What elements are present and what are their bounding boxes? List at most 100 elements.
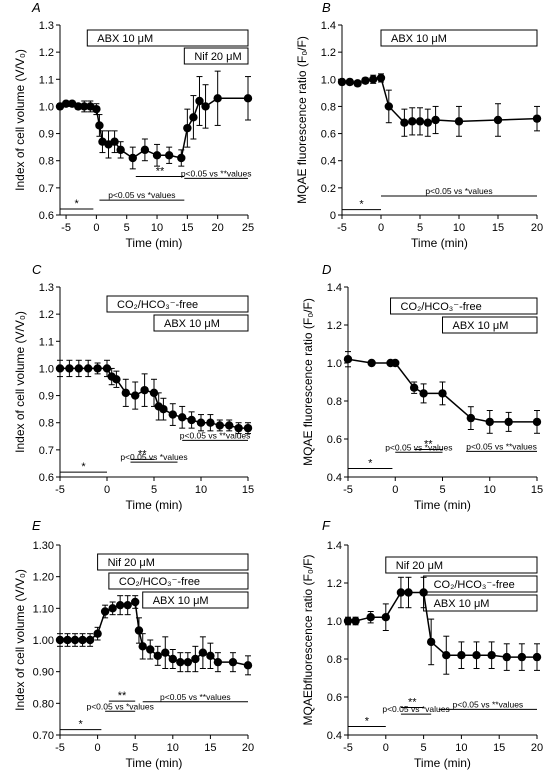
data-point xyxy=(337,77,347,87)
y-tick-label: 1.2 xyxy=(39,47,54,59)
chart-panel-c: C 0.6 0.7 0.8 0.9 1.0 1.1 1.2 1.3 -5 0 5 10 15 Time (m… xyxy=(13,262,254,512)
data-point xyxy=(532,652,542,662)
y-tick-label: 0.4 xyxy=(327,472,342,484)
treatment-bar-label: CO₂/HCO₃⁻-free xyxy=(434,579,515,591)
treatment-bar xyxy=(97,553,249,571)
y-tick-label: 0.8 xyxy=(39,156,54,168)
data-point xyxy=(454,117,464,126)
y-tick-label: 0.70 xyxy=(33,730,54,742)
treatment-bar-label: CO₂/HCO₃⁻-free xyxy=(117,299,198,311)
data-point xyxy=(457,651,466,660)
data-point xyxy=(85,635,95,645)
data-point xyxy=(419,389,428,398)
data-point xyxy=(376,73,386,83)
significance-label: * xyxy=(368,457,373,469)
data-point xyxy=(93,629,102,638)
y-tick-label: 1.30 xyxy=(33,540,54,552)
x-tick-label: 0 xyxy=(104,484,110,496)
data-point xyxy=(70,635,80,645)
data-point xyxy=(92,104,101,114)
panel-label: B xyxy=(322,0,331,15)
y-axis-label: Index of cell volume (V/V₀) xyxy=(13,311,27,453)
x-tick-label: 20 xyxy=(531,222,543,234)
y-tick-label: 1.4 xyxy=(321,20,336,32)
data-point xyxy=(343,355,353,364)
treatment-bar-label: Nif 20 μM xyxy=(194,51,241,63)
y-tick-label: 0.6 xyxy=(327,692,342,704)
treatment-bar xyxy=(183,47,249,65)
x-tick-label: 0 xyxy=(95,742,101,754)
y-tick-label: 0.8 xyxy=(321,101,336,113)
treatment-bar xyxy=(442,316,538,334)
significance-label: p<0.05 vs **values xyxy=(181,168,252,178)
y-axis-label: Index of cell volume (V/V₀) xyxy=(13,49,27,191)
data-point xyxy=(431,115,440,125)
x-tick-label: 10 xyxy=(453,222,465,234)
data-point xyxy=(213,657,223,667)
treatment-bar-label: CO₂/HCO₃⁻-free xyxy=(119,576,200,588)
data-point xyxy=(183,657,193,667)
data-point xyxy=(384,102,393,111)
data-point xyxy=(442,651,451,660)
x-tick-label: 0 xyxy=(383,742,389,754)
data-point xyxy=(146,645,155,654)
y-tick-label: 0.6 xyxy=(39,210,54,222)
x-tick-label: 20 xyxy=(531,742,543,754)
data-point xyxy=(234,423,243,433)
x-axis-label: Time (min) xyxy=(126,756,183,770)
data-point xyxy=(366,613,375,622)
x-tick-label: -5 xyxy=(343,484,353,496)
data-point xyxy=(396,588,406,597)
significance-label: ** xyxy=(408,696,417,708)
y-axis-label: MQAE fluorescence ratio (F₀/F) xyxy=(301,298,315,466)
treatment-bar xyxy=(390,297,538,315)
panel-label: F xyxy=(322,518,331,533)
data-point xyxy=(116,145,125,155)
y-tick-label: 0.8 xyxy=(39,418,54,430)
data-point xyxy=(381,613,390,622)
y-axis-label: Index of cell volume (V/V₀) xyxy=(13,569,27,711)
data-point xyxy=(191,654,200,664)
x-tick-label: 15 xyxy=(493,742,505,754)
y-tick-label: 1.10 xyxy=(33,603,54,615)
x-axis-label: Time (min) xyxy=(411,236,468,250)
y-tick-label: 1.0 xyxy=(39,363,54,375)
significance-label: p<0.05 vs *values xyxy=(425,186,492,196)
significance-label: ** xyxy=(138,448,147,460)
treatment-bar-label: Nif 20 μM xyxy=(108,557,155,569)
data-point xyxy=(61,99,71,108)
y-tick-label: 0.6 xyxy=(327,434,342,446)
treatment-bar xyxy=(86,29,249,47)
data-point xyxy=(149,388,159,398)
y-axis-label: MQAE fluorescence ratio (F₀/F) xyxy=(295,36,309,204)
y-tick-label: 0.80 xyxy=(33,698,54,710)
x-tick-label: 10 xyxy=(455,742,467,754)
y-tick-label: 0.9 xyxy=(39,391,54,403)
data-point xyxy=(189,113,198,122)
treatment-bar xyxy=(153,314,249,332)
data-point xyxy=(183,123,192,133)
data-point xyxy=(55,364,65,373)
y-tick-label: 1.2 xyxy=(327,578,342,590)
chart-panel-e: E 0.70 0.80 0.90 1.00 1.10 1.20 1.30 -5 0 5 10 15 20 T… xyxy=(13,518,254,770)
data-point xyxy=(409,383,419,392)
data-point xyxy=(161,648,170,657)
x-tick-label: -5 xyxy=(343,742,353,754)
data-point xyxy=(131,391,140,400)
chart-panel-f: F 0.4 0.6 0.8 1.0 1.2 1.4 -5 0 5 10 15 20 Time (min) M… xyxy=(301,518,543,770)
significance-label: * xyxy=(359,199,364,211)
x-tick-label: 5 xyxy=(417,222,423,234)
x-tick-label: 5 xyxy=(439,484,445,496)
y-tick-label: 1.0 xyxy=(39,101,54,113)
data-point xyxy=(472,651,481,660)
y-tick-label: 1.00 xyxy=(33,635,54,647)
data-point xyxy=(466,413,476,423)
data-point xyxy=(168,654,177,664)
data-point xyxy=(493,115,503,125)
treatment-bar-label: ABX 10 μM xyxy=(164,318,220,330)
significance-label: p<0.05 vs **values xyxy=(160,692,231,702)
data-point xyxy=(225,421,234,430)
x-tick-label: 20 xyxy=(242,742,254,754)
y-tick-label: 0.6 xyxy=(39,472,54,484)
data-point xyxy=(206,418,215,427)
